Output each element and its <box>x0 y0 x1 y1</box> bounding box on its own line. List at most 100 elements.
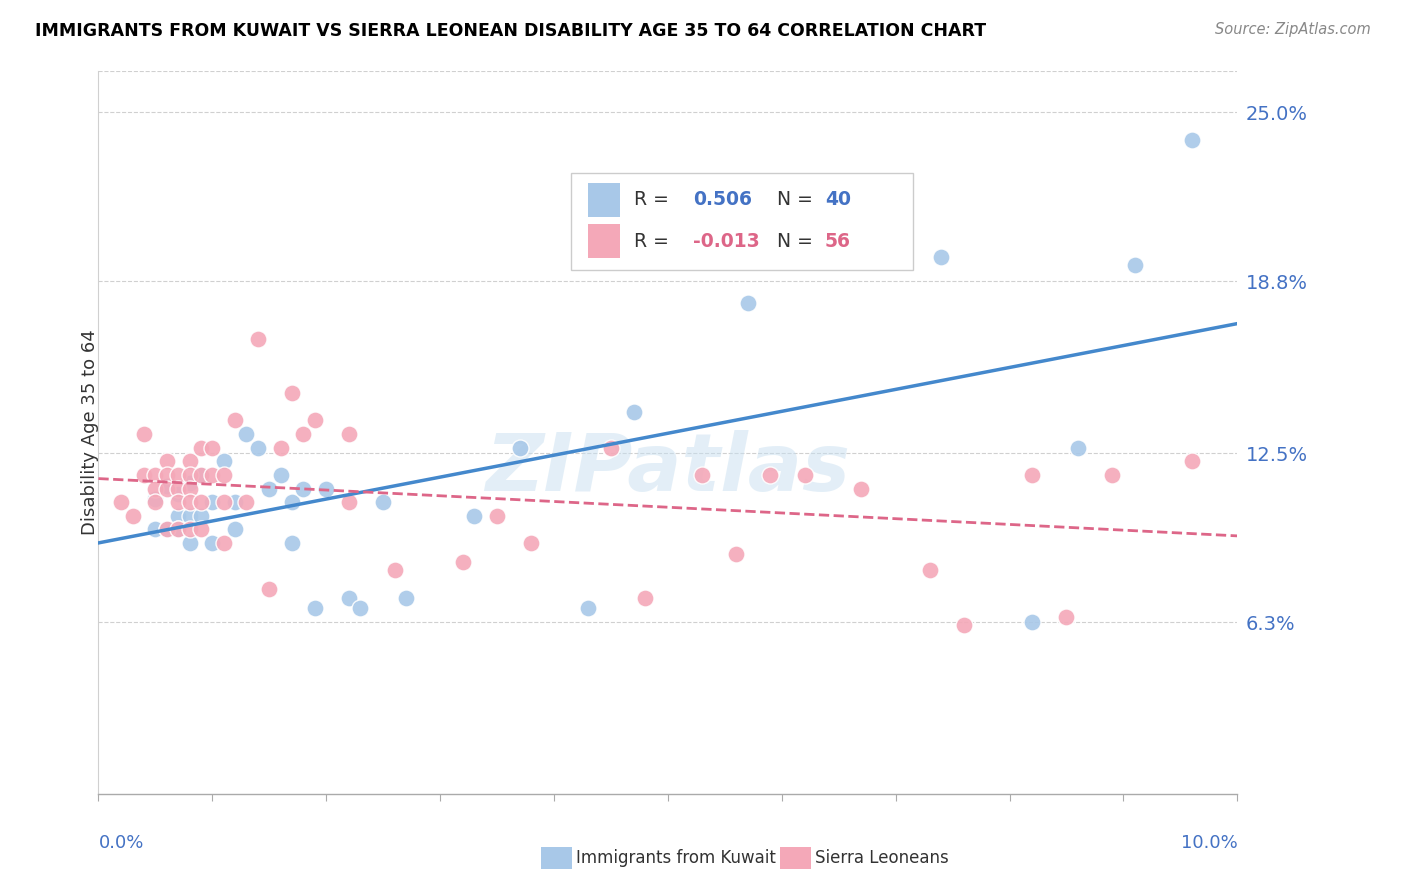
Point <box>1123 258 1146 272</box>
Point <box>167 482 190 496</box>
Point <box>451 555 474 569</box>
Point <box>179 495 201 509</box>
Point <box>179 482 201 496</box>
Y-axis label: Disability Age 35 to 64: Disability Age 35 to 64 <box>82 330 98 535</box>
Point <box>1181 454 1204 468</box>
Point <box>337 591 360 605</box>
Text: R =: R = <box>634 191 675 210</box>
Point <box>623 405 645 419</box>
Point <box>246 441 269 455</box>
Point <box>373 495 395 509</box>
Text: 40: 40 <box>825 191 851 210</box>
Point <box>1067 441 1090 455</box>
Point <box>156 454 179 468</box>
Text: 56: 56 <box>825 232 851 251</box>
Point <box>793 467 815 482</box>
Point <box>259 582 281 597</box>
Point <box>337 495 360 509</box>
Point <box>384 563 406 577</box>
Point <box>486 508 509 523</box>
Point <box>224 523 246 537</box>
Text: N =: N = <box>765 191 818 210</box>
Text: ZIPatlas: ZIPatlas <box>485 430 851 508</box>
Point <box>690 467 713 482</box>
Text: 10.0%: 10.0% <box>1181 834 1237 852</box>
Point <box>337 427 360 442</box>
Point <box>212 454 235 468</box>
Point <box>1181 132 1204 146</box>
Point <box>121 508 143 523</box>
FancyBboxPatch shape <box>571 172 912 270</box>
Point <box>156 523 179 537</box>
Point <box>212 467 235 482</box>
Point <box>304 601 326 615</box>
Point <box>145 482 167 496</box>
Point <box>304 413 326 427</box>
Point <box>179 454 201 468</box>
Text: IMMIGRANTS FROM KUWAIT VS SIERRA LEONEAN DISABILITY AGE 35 TO 64 CORRELATION CHA: IMMIGRANTS FROM KUWAIT VS SIERRA LEONEAN… <box>35 22 986 40</box>
Text: 0.0%: 0.0% <box>98 834 143 852</box>
Point <box>167 495 190 509</box>
Point <box>737 296 759 310</box>
Point <box>395 591 418 605</box>
Point <box>315 482 337 496</box>
Point <box>145 492 167 507</box>
Point <box>156 467 179 482</box>
Point <box>292 482 315 496</box>
Point <box>281 536 304 550</box>
Point <box>212 536 235 550</box>
Text: -0.013: -0.013 <box>693 232 759 251</box>
Text: Immigrants from Kuwait: Immigrants from Kuwait <box>576 849 776 867</box>
Point <box>190 508 212 523</box>
Point <box>918 563 941 577</box>
Point <box>759 467 782 482</box>
Point <box>190 441 212 455</box>
Point <box>156 482 179 496</box>
Point <box>270 467 292 482</box>
Point <box>145 467 167 482</box>
Point <box>201 495 224 509</box>
Point <box>167 523 190 537</box>
Point <box>201 536 224 550</box>
Point <box>509 441 531 455</box>
Point <box>167 467 190 482</box>
Point <box>179 476 201 491</box>
Point <box>929 250 952 264</box>
Point <box>179 467 201 482</box>
Point <box>179 523 201 537</box>
Point <box>190 467 212 482</box>
Point <box>224 495 246 509</box>
Point <box>576 601 599 615</box>
FancyBboxPatch shape <box>588 183 620 218</box>
Point <box>235 427 257 442</box>
Point <box>179 536 201 550</box>
Text: Source: ZipAtlas.com: Source: ZipAtlas.com <box>1215 22 1371 37</box>
Point <box>1056 609 1078 624</box>
Text: Sierra Leoneans: Sierra Leoneans <box>815 849 949 867</box>
Text: R =: R = <box>634 232 675 251</box>
Point <box>953 617 976 632</box>
Point <box>1021 467 1043 482</box>
Point <box>259 482 281 496</box>
Point <box>224 413 246 427</box>
Point <box>190 523 212 537</box>
Point <box>167 487 190 501</box>
Point <box>110 495 132 509</box>
Point <box>132 427 155 442</box>
Point <box>167 523 190 537</box>
Point <box>190 467 212 482</box>
Point <box>600 441 623 455</box>
Point <box>179 508 201 523</box>
Point <box>851 482 873 496</box>
Point <box>634 591 657 605</box>
Text: N =: N = <box>765 232 818 251</box>
Point <box>190 495 212 509</box>
Point <box>520 536 543 550</box>
Point <box>725 547 748 561</box>
Point <box>156 523 179 537</box>
Point <box>246 332 269 346</box>
Point <box>145 523 167 537</box>
Point <box>235 495 257 509</box>
Point <box>349 601 371 615</box>
Text: 0.506: 0.506 <box>693 191 752 210</box>
